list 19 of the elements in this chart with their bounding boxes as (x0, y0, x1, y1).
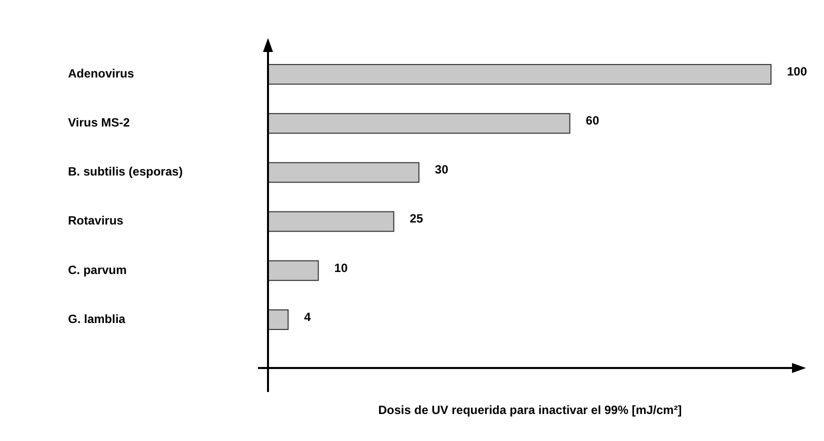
data-label: 100 (787, 64, 808, 79)
data-label: 4 (304, 310, 312, 324)
y-tick-label: Rotavirus (68, 214, 124, 228)
y-tick-label: G. lamblia (68, 312, 126, 326)
y-tick-label: Adenovirus (68, 66, 134, 81)
data-label: 10 (334, 260, 348, 275)
y-tick-label: Virus MS-2 (68, 116, 130, 130)
bar (268, 162, 420, 183)
bar (268, 260, 319, 281)
data-label: 25 (410, 212, 424, 226)
y-tick-label: B. subtilis (esporas) (68, 164, 183, 179)
bar (268, 309, 289, 330)
bar (268, 64, 772, 85)
data-label: 30 (434, 162, 449, 177)
data-label: 60 (586, 114, 600, 128)
x-axis-title: Dosis de UV requerida para inactivar el 99% [mJ/cm²] (378, 403, 682, 417)
bar (268, 113, 570, 134)
y-tick-label: C. parvum (68, 262, 127, 277)
bar (268, 211, 394, 232)
